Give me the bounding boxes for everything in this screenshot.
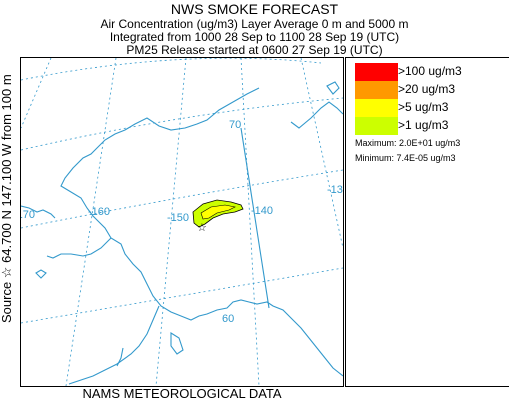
lon-label-140: -140 <box>251 205 273 217</box>
latitude-line-60 <box>21 267 343 324</box>
chukotka-coast <box>21 205 56 219</box>
maximum-value: Maximum: 2.0E+01 ug/m3 <box>355 138 461 148</box>
lon-label-130: -130 <box>327 184 343 196</box>
legend-label: >100 ug/m3 <box>398 64 462 78</box>
peninsula-coast <box>68 305 160 385</box>
lon-label-170: -170 <box>21 209 35 221</box>
lon-label-150: -150 <box>167 212 189 224</box>
release-info: PM25 Release started at 0600 27 Sep 19 (… <box>126 43 383 57</box>
legend-item: >20 ug/m3 <box>355 81 465 99</box>
arctic-island <box>326 81 340 95</box>
kuskokwim-coast <box>46 237 112 259</box>
legend-label: >20 ug/m3 <box>398 82 456 96</box>
kodiak-island <box>170 332 184 355</box>
small-island <box>35 269 47 279</box>
legend-item: >5 ug/m3 <box>355 99 465 117</box>
latitude-line <box>21 58 322 81</box>
legend-swatch <box>355 117 398 135</box>
alaska-map: 70 60 -170 -160 -150 -140 -130 ☆ <box>21 58 343 386</box>
legend-item: >1 ug/m3 <box>355 117 465 135</box>
legend-swatch <box>355 99 398 117</box>
longitude-line-140 <box>240 58 260 386</box>
latitude-line-70 <box>21 97 343 151</box>
island-coast <box>116 347 124 367</box>
plume-gt5 <box>200 204 236 220</box>
longitude-line-130 <box>300 58 343 249</box>
canada-coast <box>290 101 343 129</box>
coastline <box>21 81 343 385</box>
legend-label: >5 ug/m3 <box>398 100 449 114</box>
legend-label: >1 ug/m3 <box>398 118 449 132</box>
lat-label-60: 60 <box>222 313 234 325</box>
longitude-line <box>21 58 52 129</box>
lon-label-160: -160 <box>88 206 110 218</box>
concentration-subtitle: Air Concentration (ug/m3) Layer Average … <box>100 17 409 31</box>
data-source-label: NAMS METEOROLOGICAL DATA <box>82 386 282 401</box>
legend-swatch <box>355 81 398 99</box>
graticule <box>21 58 343 386</box>
legend-item: >100 ug/m3 <box>355 63 465 81</box>
mainland-coast <box>60 87 343 377</box>
minimum-value: Minimum: 7.4E-05 ug/m3 <box>355 153 456 163</box>
legend-swatch <box>355 63 398 81</box>
longitude-line-160 <box>65 58 117 386</box>
legend-panel: >100 ug/m3 >20 ug/m3 >5 ug/m3 >1 ug/m3 M… <box>345 57 509 387</box>
smoke-plume <box>192 199 244 228</box>
integration-period: Integrated from 1000 28 Sep to 1100 28 S… <box>109 30 400 44</box>
lat-label-70: 70 <box>229 119 241 131</box>
star-icon: ☆ <box>197 222 207 234</box>
border-line <box>240 127 270 309</box>
forecast-title: NWS SMOKE FORECAST <box>170 1 339 17</box>
source-location-label: Source ☆ 64.700 N 147.100 W from 100 m <box>0 74 14 323</box>
map-panel: 70 60 -170 -160 -150 -140 -130 ☆ <box>20 57 344 387</box>
